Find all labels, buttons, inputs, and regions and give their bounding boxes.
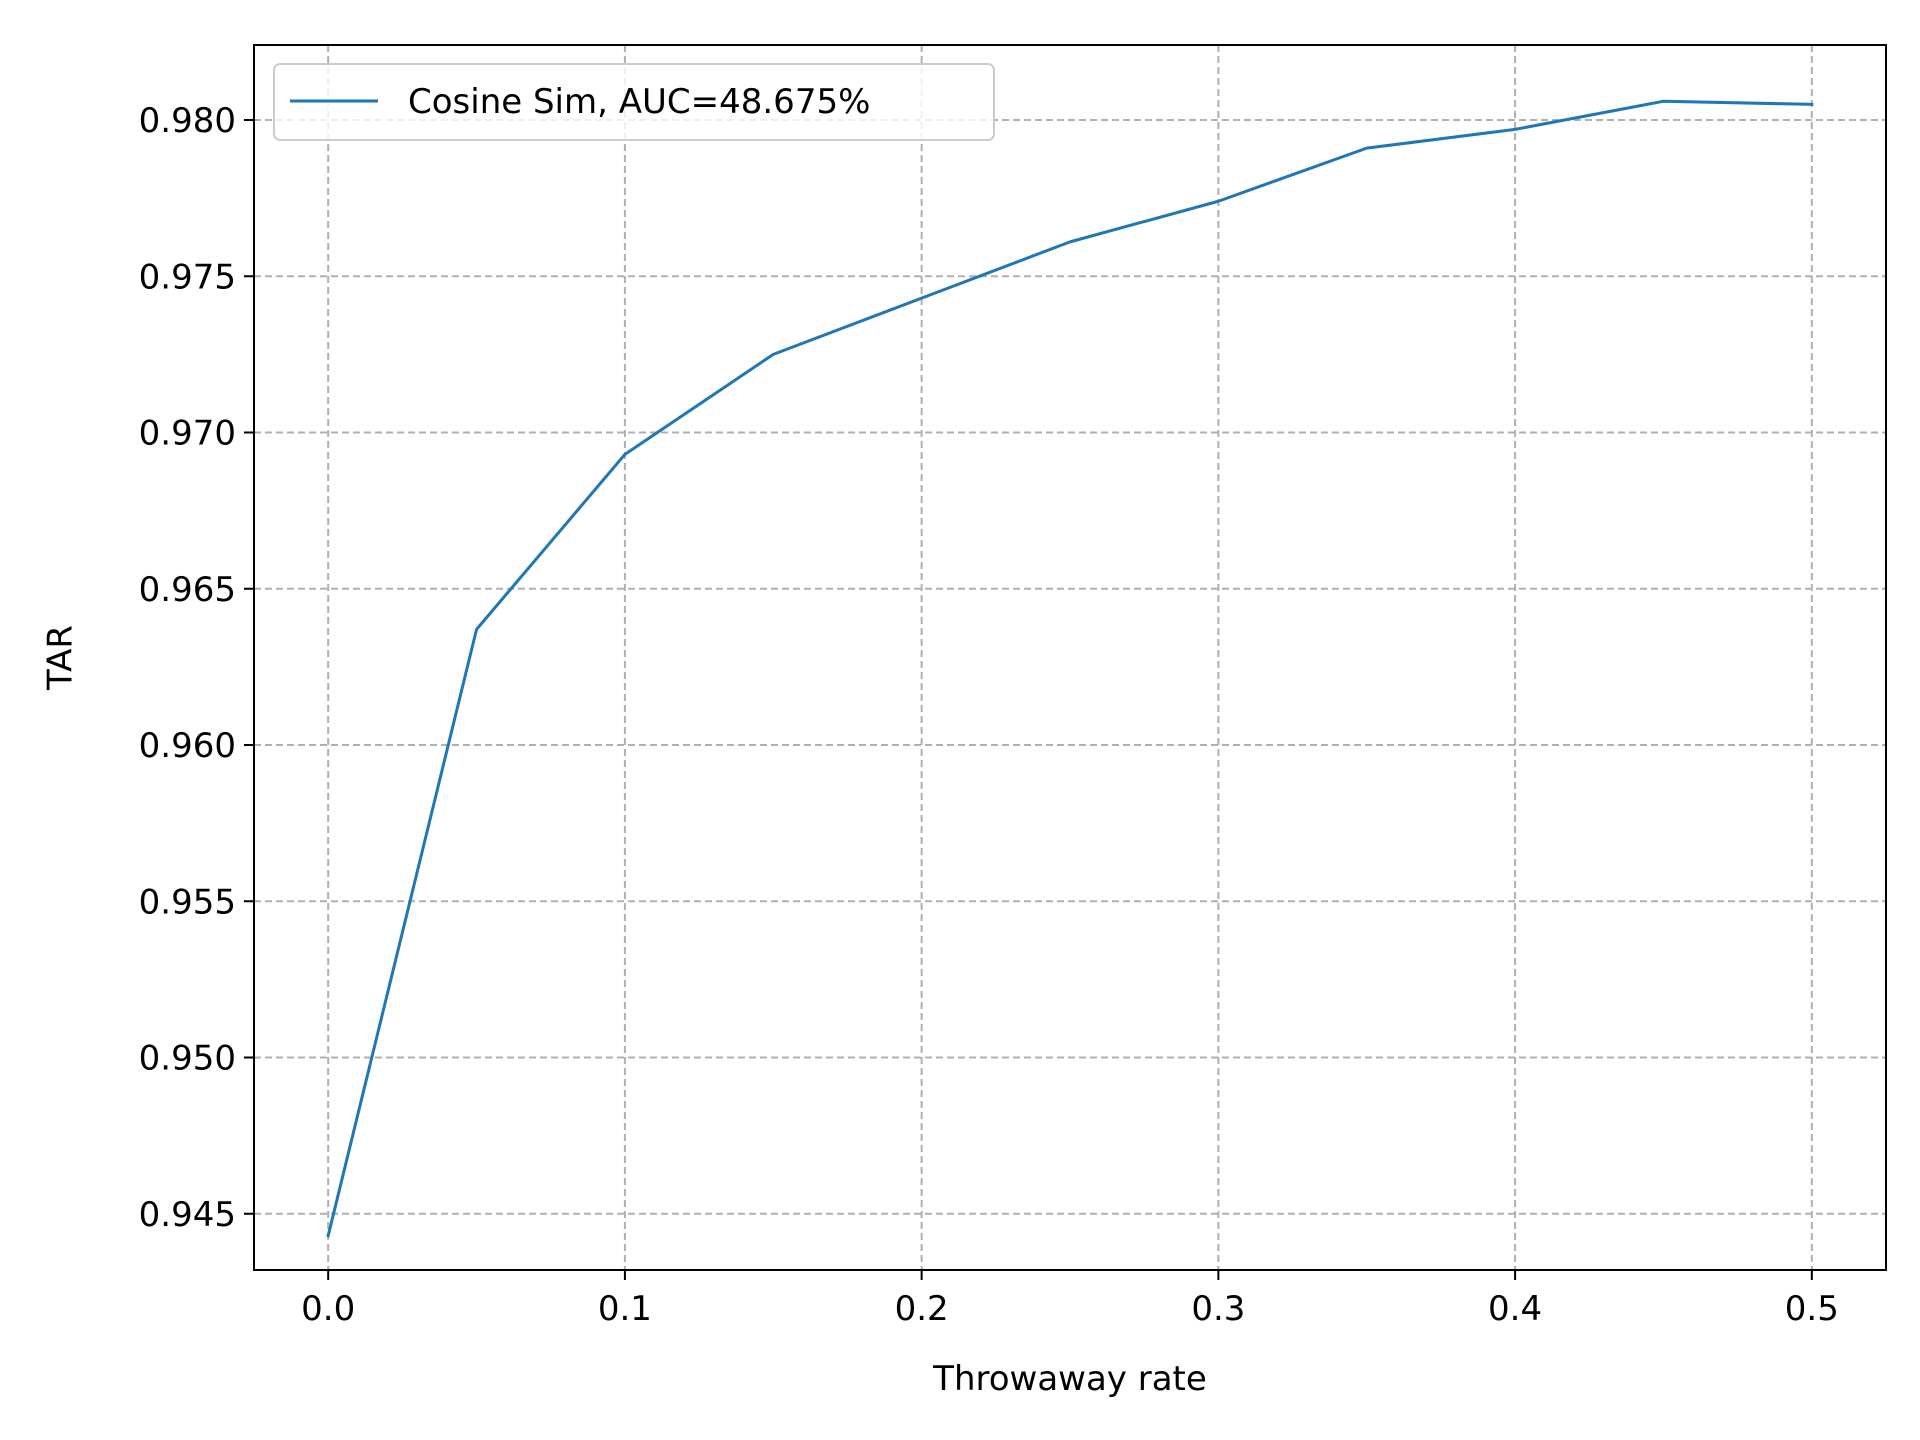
y-tick-label: 0.960 bbox=[139, 726, 236, 766]
plot-frame bbox=[253, 44, 1887, 1271]
y-tick-label: 0.950 bbox=[139, 1039, 236, 1079]
x-axis-label: Throwaway rate bbox=[932, 1359, 1207, 1399]
y-tick-label: 0.970 bbox=[139, 414, 236, 454]
x-tick-label: 0.0 bbox=[301, 1289, 355, 1329]
grid-layer bbox=[254, 45, 1886, 1270]
legend-entry-label: Cosine Sim, AUC=48.675% bbox=[408, 82, 870, 122]
legend-box bbox=[273, 63, 995, 141]
x-tick-label: 0.2 bbox=[895, 1289, 949, 1329]
y-tick-label: 0.975 bbox=[139, 257, 236, 297]
x-tick-label: 0.1 bbox=[598, 1289, 652, 1329]
x-tick-label: 0.4 bbox=[1488, 1289, 1542, 1329]
y-axis-label: TAR bbox=[41, 625, 81, 691]
series-layer bbox=[326, 99, 1814, 1238]
x-tick-label: 0.5 bbox=[1785, 1289, 1839, 1329]
y-tick-label: 0.955 bbox=[139, 882, 236, 922]
legend: Cosine Sim, AUC=48.675% bbox=[273, 63, 995, 141]
series-line bbox=[326, 99, 1814, 1238]
y-tick-label: 0.945 bbox=[139, 1195, 236, 1235]
y-tick-label: 0.965 bbox=[139, 570, 236, 610]
tick-layer: 0.0 0.1 0.2 0.3 0.4 0.5 0.945 0.950 0.955 0.960 0.… bbox=[139, 101, 1839, 1329]
x-tick-label: 0.3 bbox=[1191, 1289, 1245, 1329]
y-tick-label: 0.980 bbox=[139, 101, 236, 141]
